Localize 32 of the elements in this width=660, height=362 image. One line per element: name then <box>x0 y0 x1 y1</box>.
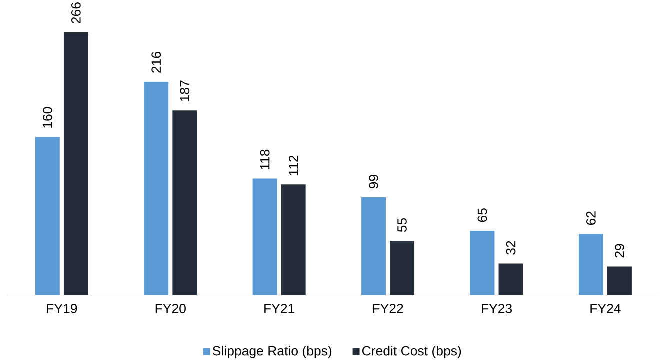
x-tick-label: FY21 <box>264 304 295 314</box>
x-tick-label: FY22 <box>373 304 404 314</box>
bar <box>390 241 415 296</box>
bar <box>172 110 198 296</box>
data-label: 160 <box>42 107 52 128</box>
bar <box>470 231 495 296</box>
data-label: 55 <box>398 218 407 232</box>
data-label: 112 <box>288 156 298 176</box>
x-tick-label: FY23 <box>482 304 512 314</box>
bar <box>64 32 88 296</box>
x-tick-label: FY24 <box>590 304 621 314</box>
x-tick-label: FY20 <box>156 304 186 314</box>
legend-label: Slippage Ratio (bps) <box>213 346 332 359</box>
bar <box>281 184 306 296</box>
data-label: 187 <box>180 80 190 102</box>
data-label: 32 <box>506 241 516 256</box>
bar <box>252 178 278 296</box>
bar <box>362 198 386 296</box>
data-label: 65 <box>478 208 488 222</box>
bar <box>607 266 632 296</box>
data-label: 216 <box>152 52 162 74</box>
data-label: 99 <box>369 175 378 189</box>
data-label: 118 <box>260 150 270 170</box>
bar <box>144 82 169 296</box>
data-label: 266 <box>72 2 81 24</box>
bar <box>578 234 604 296</box>
bar <box>35 137 60 296</box>
bar <box>498 264 524 296</box>
data-label: 29 <box>615 244 624 258</box>
x-tick-label: FY19 <box>47 304 78 314</box>
legend-label: Credit Cost (bps) <box>362 346 462 359</box>
data-label: 62 <box>586 212 596 226</box>
